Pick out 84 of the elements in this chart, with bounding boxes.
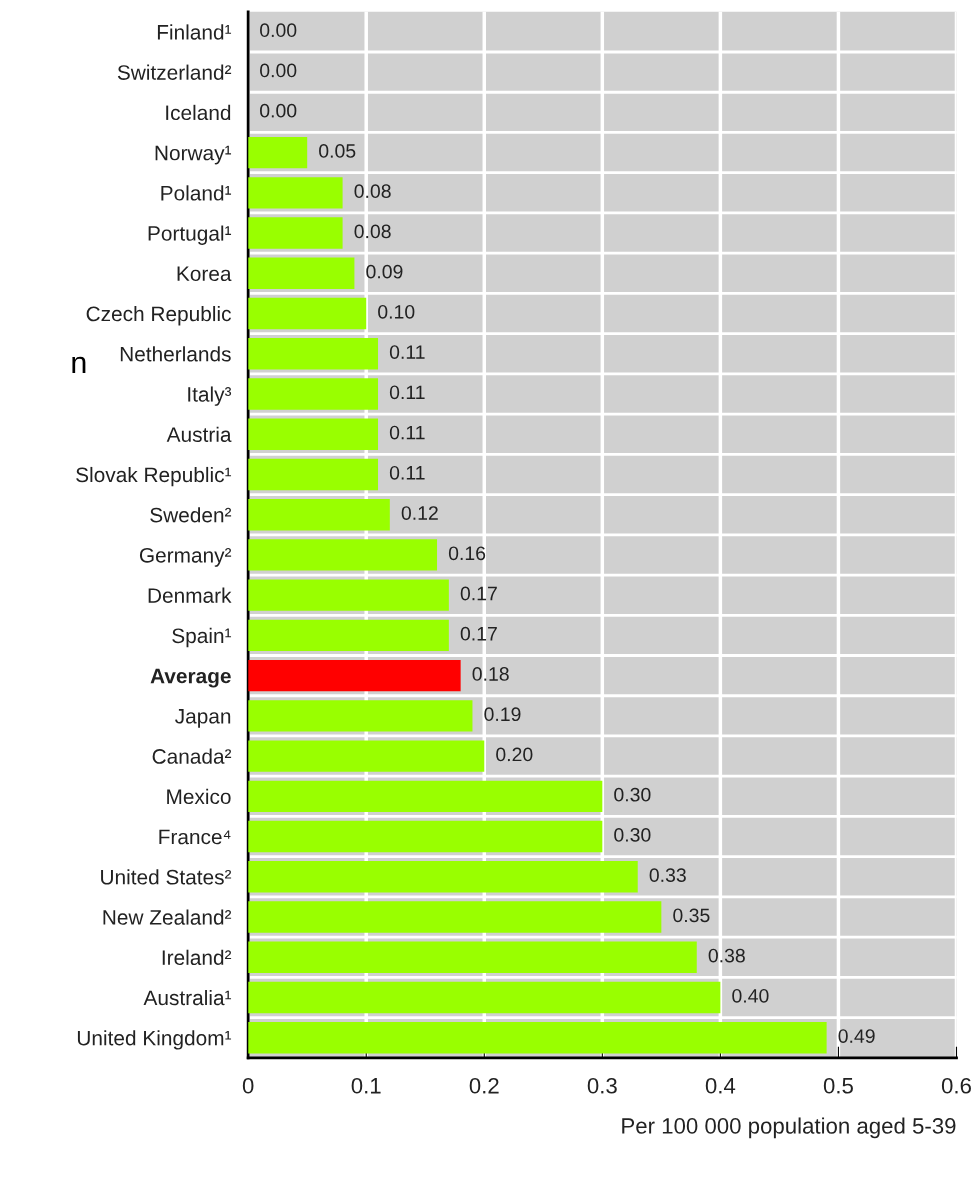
bar [248,659,461,692]
bar [248,177,343,209]
x-tick-label: 0.1 [351,1077,381,1094]
data-label: 0.30 [614,787,651,802]
bar [248,780,603,813]
y-tick-label: Portugal¹ [148,225,232,245]
y-tick-label: Italy³ [188,386,232,406]
data-label: 0.08 [354,224,391,239]
y-tick-label: Netherlands [120,346,231,362]
bar [248,861,638,893]
data-label: 0.17 [460,626,497,641]
bar [248,257,355,289]
data-label: 0.19 [484,707,521,722]
data-label: 0.20 [496,747,533,762]
y-tick-label: United Kingdom¹ [77,1030,232,1050]
data-label: 0.11 [389,465,425,480]
data-label: 0.11 [389,385,425,400]
data-label: 0.30 [614,828,651,842]
data-label: 0.40 [732,988,769,1003]
data-label: 0.00 [260,23,297,38]
data-label: 0.00 [260,103,297,118]
data-label: 0.49 [838,1029,875,1043]
y-tick-label: Norway¹ [155,145,232,165]
bar [248,981,721,1014]
data-label: 0.05 [319,144,356,158]
bar [248,740,485,772]
data-label: 0.00 [260,63,297,78]
y-tick-label: Denmark [148,587,232,603]
x-tick-label: 0.5 [823,1077,853,1094]
y-tick-label: New Zealand² [103,909,232,925]
bar [248,941,697,973]
bar [248,820,603,853]
x-tick-label: 0.3 [587,1077,617,1094]
y-tick-label: Ireland² [162,949,232,966]
bar [248,418,379,450]
y-tick-label: Finland¹ [157,24,232,40]
y-tick-label: Australia¹ [143,989,232,1006]
bar [248,217,343,249]
bar [248,378,379,410]
y-tick-label: Korea [177,266,232,282]
data-label: 0.16 [448,546,486,561]
y-tick-label: United States² [101,869,232,885]
data-label: 0.11 [389,425,425,440]
bar [248,338,379,370]
y-tick-label: Canada² [152,748,232,764]
x-tick-label: 0 [242,1077,254,1094]
x-tick-label: 0.2 [469,1077,499,1094]
data-label: 0.10 [378,304,415,319]
y-tick-label: Switzerland² [117,64,232,80]
y-tick-label: Slovak Republic¹ [76,466,232,487]
x-tick-label: 0.6 [941,1077,971,1094]
bar [248,619,449,652]
bar [248,700,473,732]
y-tick-label: Mexico [167,788,231,805]
data-label: 0.11 [389,345,425,359]
bar [248,136,308,169]
data-label: 0.38 [708,948,745,963]
y-tick-label: France⁴ [159,829,231,845]
bar [248,901,662,933]
y-tick-label: Czech Republic [86,305,231,326]
bar [248,1022,827,1054]
y-tick-label: Poland¹ [161,185,232,201]
text: n [72,356,86,374]
bar [248,297,367,330]
data-label: 0.12 [401,506,438,520]
y-tick-label: Germany² [139,547,232,567]
data-label: 0.33 [649,868,686,883]
y-tick-label: Spain¹ [172,627,232,648]
data-label: 0.35 [673,908,710,923]
y-tick-label: Sweden² [150,507,232,523]
x-tick-label: 0.4 [705,1077,736,1094]
x-axis-title: Per 100 000 population aged 5-39 [622,1117,956,1139]
data-label: 0.09 [366,264,403,279]
y-tick-label: Average [150,668,231,688]
data-label: 0.17 [460,586,497,601]
bar [248,539,438,571]
bar [248,458,379,491]
y-tick-label: Japan [175,709,231,728]
y-tick-label: Iceland [166,104,231,121]
data-label: 0.08 [354,184,391,199]
bar [248,499,390,531]
y-tick-label: Austria [166,426,232,442]
bar [248,579,449,611]
data-label: 0.18 [472,667,509,681]
